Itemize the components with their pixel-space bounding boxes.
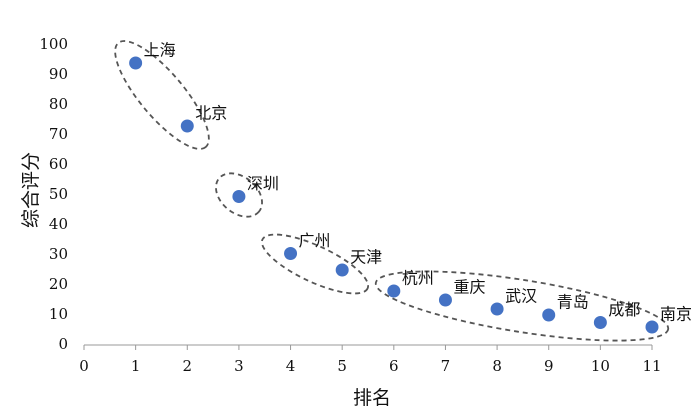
- x-axis-title: 排名: [353, 387, 391, 409]
- point: [232, 190, 246, 203]
- group-outline: [260, 233, 370, 295]
- point-label: 成都: [608, 300, 640, 319]
- group-outline: [114, 40, 210, 150]
- x-tick-label: 7: [441, 357, 451, 375]
- y-tick-label: 80: [49, 95, 68, 113]
- point-label: 南京: [660, 305, 692, 324]
- y-tick-label: 0: [58, 335, 68, 353]
- x-tick-label: 10: [591, 357, 610, 375]
- point: [490, 302, 504, 316]
- y-tick-label: 70: [49, 125, 68, 143]
- y-tick-label: 50: [49, 185, 68, 203]
- x-tick-label: 4: [286, 357, 296, 375]
- y-tick-label: 20: [49, 275, 68, 293]
- y-tick-label: 90: [49, 65, 68, 83]
- x-tick-label: 1: [131, 357, 141, 375]
- point: [542, 308, 556, 322]
- point: [645, 320, 659, 334]
- x-tick-label: 5: [337, 357, 347, 375]
- group-outline: [215, 172, 263, 218]
- point-label: 广州: [299, 231, 331, 250]
- point: [438, 293, 452, 307]
- y-tick-label: 100: [39, 35, 68, 53]
- x-tick-label: 11: [642, 357, 661, 375]
- point: [180, 119, 194, 133]
- point-label: 北京: [195, 104, 227, 123]
- y-tick-label: 30: [49, 245, 68, 263]
- point: [387, 284, 401, 298]
- y-tick-label: 10: [49, 305, 68, 323]
- point-label: 上海: [144, 41, 176, 60]
- x-tick-label: 2: [182, 357, 192, 375]
- point-label: 天津: [350, 248, 382, 267]
- point: [129, 56, 143, 70]
- x-tick-label: 8: [492, 357, 502, 375]
- y-tick-label: 40: [49, 215, 68, 233]
- y-tick-label: 60: [49, 155, 68, 173]
- point-label: 重庆: [453, 278, 485, 297]
- x-tick-label: 9: [544, 357, 554, 375]
- point-label: 武汉: [505, 287, 537, 306]
- point: [335, 263, 349, 277]
- x-tick-label: 3: [234, 357, 244, 375]
- point-label: 杭州: [402, 269, 434, 288]
- x-tick-label: 6: [389, 357, 399, 375]
- y-axis-title: 综合评分: [20, 152, 42, 228]
- point-label: 深圳: [247, 174, 279, 193]
- x-tick-label: 0: [79, 357, 89, 375]
- point-label: 青岛: [557, 293, 589, 312]
- point: [593, 316, 607, 329]
- point: [284, 247, 298, 260]
- group-outline: [374, 270, 670, 342]
